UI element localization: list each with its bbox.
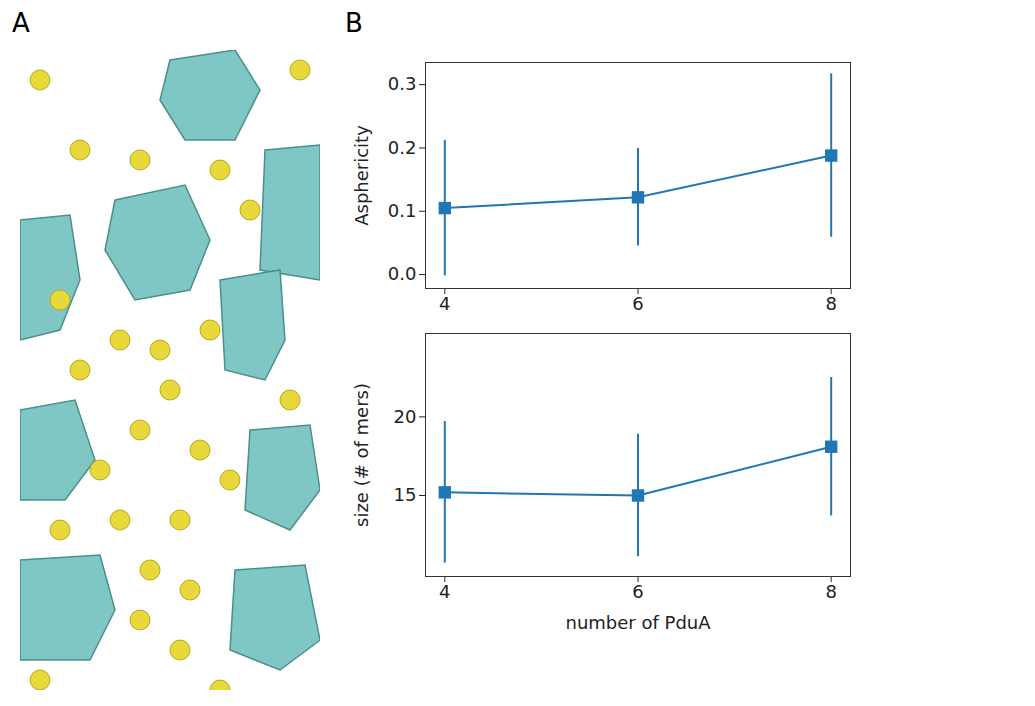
svg-text:number of PduA: number of PduA [565,612,711,633]
svg-text:6: 6 [632,293,643,314]
svg-text:0.0: 0.0 [388,263,417,284]
svg-text:4: 4 [439,581,450,602]
html-text:A: A [12,8,30,38]
html-text:B: B [345,8,363,38]
svg-text:6: 6 [632,581,643,602]
svg-text:size (# of mers): size (# of mers) [351,383,372,527]
svg-text:0.1: 0.1 [388,200,417,221]
svg-text:0.3: 0.3 [388,73,417,94]
svg-text:Asphericity: Asphericity [351,125,372,226]
svg-text:15: 15 [394,484,417,505]
svg-text:4: 4 [439,293,450,314]
svg-text:8: 8 [825,293,836,314]
svg-text:0.2: 0.2 [388,137,417,158]
svg-text:8: 8 [825,581,836,602]
svg-text:20: 20 [394,406,417,427]
